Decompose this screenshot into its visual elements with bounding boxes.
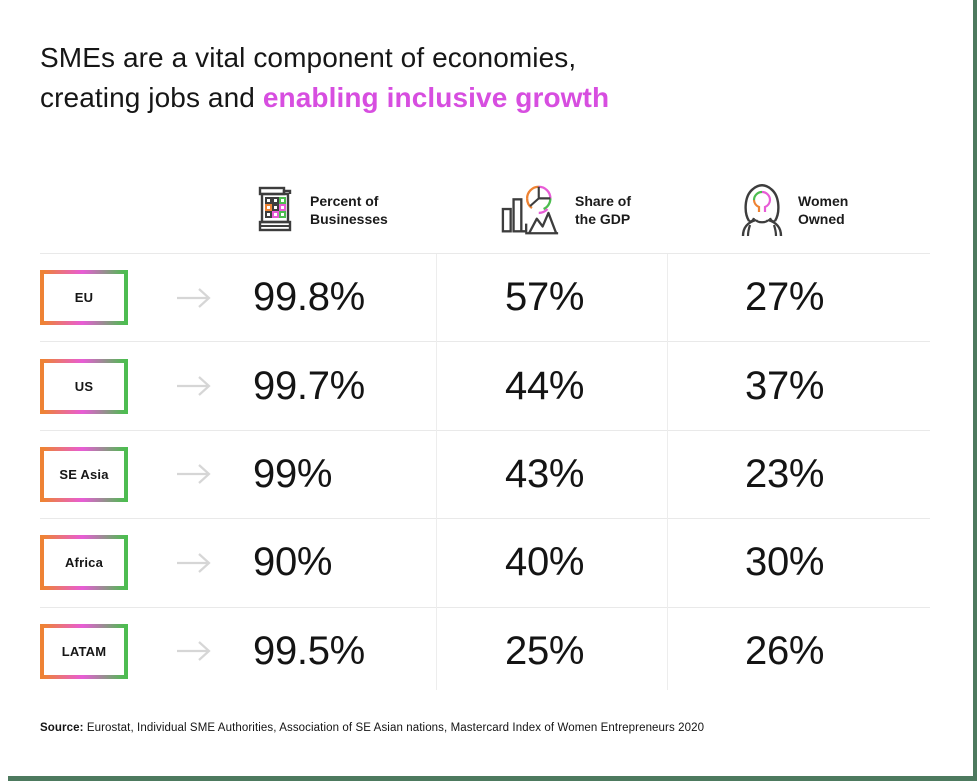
table-row-africa: Africa 90% 40% 30% bbox=[40, 518, 930, 606]
header-label-women-owned: Women Owned bbox=[798, 192, 848, 228]
title-highlight: enabling inclusive growth bbox=[262, 82, 610, 113]
right-arrow-icon bbox=[176, 640, 212, 662]
table-row-se-asia: SE Asia 99% 43% 23% bbox=[40, 429, 930, 518]
value-share-of-gdp: 43% bbox=[505, 451, 585, 496]
header-label-percent-of-businesses: Percent of Businesses bbox=[310, 192, 388, 228]
table-header: Percent of Businesses bbox=[40, 166, 930, 253]
value-women-owned: 37% bbox=[745, 363, 825, 408]
value-women-owned: 27% bbox=[745, 275, 825, 320]
region-cell: SE Asia bbox=[40, 431, 253, 518]
header-line2: Businesses bbox=[310, 210, 388, 227]
region-label: LATAM bbox=[61, 643, 107, 659]
header-label-share-of-gdp: Share of the GDP bbox=[575, 192, 631, 228]
header-line1: Share of bbox=[575, 192, 632, 209]
header-percent-of-businesses: Percent of Businesses bbox=[253, 166, 436, 253]
value-percent-of-businesses: 99.7% bbox=[253, 363, 365, 408]
header-line2: Owned bbox=[798, 210, 845, 227]
header-line2: the GDP bbox=[575, 210, 631, 227]
right-arrow-icon bbox=[176, 463, 212, 485]
region-badge: EU bbox=[40, 270, 128, 326]
value-percent-of-businesses: 99% bbox=[253, 451, 333, 496]
value-share-of-gdp: 44% bbox=[505, 363, 585, 408]
region-label: SE Asia bbox=[59, 466, 109, 482]
header-spacer bbox=[40, 166, 253, 253]
column-divider bbox=[667, 254, 668, 690]
region-badge: LATAM bbox=[40, 623, 128, 679]
region-label: EU bbox=[74, 290, 94, 306]
building-icon bbox=[253, 184, 297, 236]
frame-right-edge bbox=[973, 0, 977, 781]
right-arrow-icon bbox=[176, 552, 212, 574]
title-line2: creating jobs and enabling inclusive gro… bbox=[40, 78, 609, 118]
region-badge: US bbox=[40, 358, 128, 414]
table-row-eu: EU 99.8% 57% 27% bbox=[40, 253, 930, 341]
header-women-owned: Women Owned bbox=[667, 166, 930, 253]
value-women-owned: 30% bbox=[745, 540, 825, 585]
bar-pie-chart-icon bbox=[500, 182, 562, 238]
table-row-latam: LATAM 99.5% 25% 26% bbox=[40, 606, 930, 695]
right-arrow-icon bbox=[176, 375, 212, 397]
column-divider bbox=[436, 254, 437, 690]
region-badge: SE Asia bbox=[40, 446, 128, 502]
header-line1: Percent of bbox=[310, 192, 379, 209]
source-note: Source: Eurostat, Individual SME Authori… bbox=[40, 722, 704, 734]
region-cell: LATAM bbox=[40, 608, 253, 695]
value-share-of-gdp: 25% bbox=[505, 628, 585, 673]
title-line1-text: SMEs are a vital component of economies, bbox=[40, 42, 577, 73]
region-cell: EU bbox=[40, 254, 253, 341]
data-table: EU 99.8% 57% 27% US 99.7% 44% 37% SE Asi bbox=[40, 253, 930, 695]
title-line1: SMEs are a vital component of economies, bbox=[40, 38, 609, 78]
right-arrow-icon bbox=[176, 287, 212, 309]
header-line1: Women bbox=[798, 192, 849, 209]
value-women-owned: 26% bbox=[745, 628, 825, 673]
value-women-owned: 23% bbox=[745, 451, 825, 496]
source-label: Source: bbox=[40, 722, 84, 734]
header-share-of-gdp: Share of the GDP bbox=[436, 166, 667, 253]
frame-bottom-edge bbox=[8, 776, 977, 781]
region-cell: Africa bbox=[40, 519, 253, 606]
value-percent-of-businesses: 99.8% bbox=[253, 275, 365, 320]
value-share-of-gdp: 40% bbox=[505, 540, 585, 585]
region-badge: Africa bbox=[40, 535, 128, 591]
value-percent-of-businesses: 99.5% bbox=[253, 628, 365, 673]
source-text: Eurostat, Individual SME Authorities, As… bbox=[83, 722, 705, 734]
region-label: US bbox=[74, 378, 94, 394]
page-title: SMEs are a vital component of economies,… bbox=[40, 38, 609, 118]
value-percent-of-businesses: 90% bbox=[253, 540, 333, 585]
region-cell: US bbox=[40, 342, 253, 429]
woman-icon bbox=[739, 182, 785, 238]
value-share-of-gdp: 57% bbox=[505, 275, 585, 320]
table-row-us: US 99.7% 44% 37% bbox=[40, 341, 930, 429]
title-line2-prefix: creating jobs and bbox=[40, 82, 263, 113]
region-label: Africa bbox=[64, 555, 104, 571]
